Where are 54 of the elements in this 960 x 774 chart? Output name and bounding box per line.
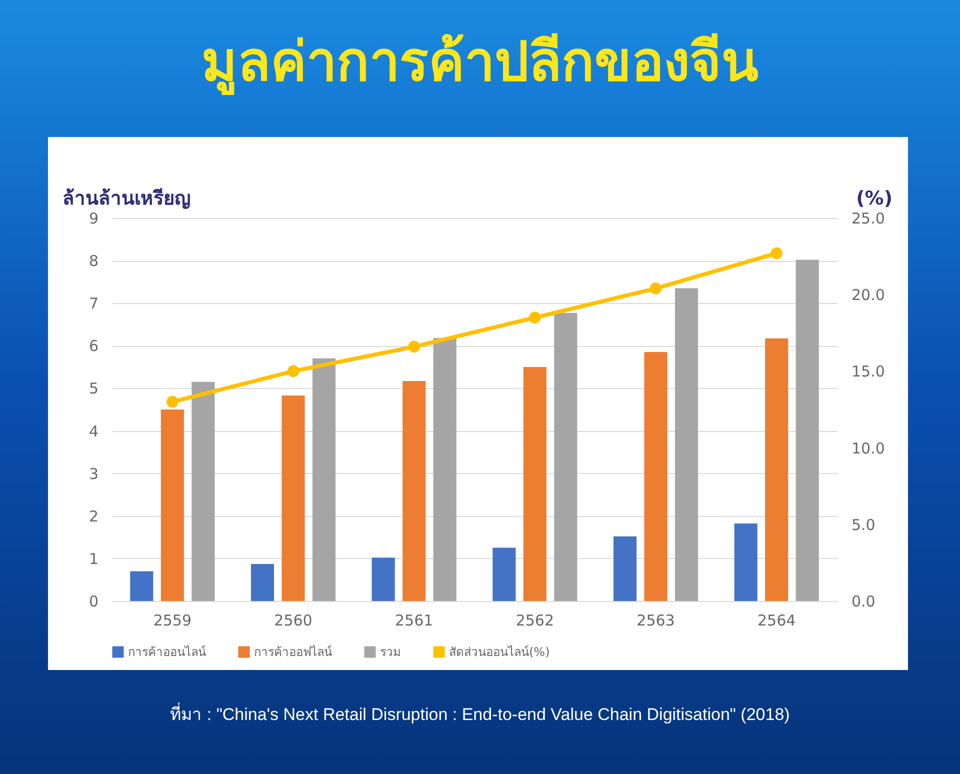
y-tick-label: 3 — [88, 464, 98, 483]
chart-title: มูลค่าการค้าปลีกของจีน — [200, 29, 760, 97]
legend-label: รวม — [380, 645, 401, 659]
bar — [130, 571, 154, 601]
y2-axis-title: (%) — [856, 188, 892, 210]
bar — [644, 352, 668, 601]
bar — [402, 380, 426, 601]
point — [408, 340, 420, 353]
y-axis-title: ล้านล้านเหรียญ — [62, 188, 190, 210]
x-tick-label: 2564 — [757, 612, 796, 630]
text: ที่มา : "China's Next Retail Disruption : End-to-end Value Chain Digitisation" (2018) — [169, 702, 791, 726]
y2-tick-label: 20.0 — [852, 286, 885, 304]
point — [166, 396, 178, 408]
bar — [674, 288, 698, 601]
bar — [312, 358, 336, 601]
y-tick-label: 7 — [88, 294, 98, 313]
point — [770, 247, 782, 260]
legend-label: การค้าออนไลน์ — [128, 645, 206, 659]
y-tick-label: 6 — [88, 337, 98, 356]
bar — [492, 548, 516, 601]
bar — [554, 312, 578, 601]
x-tick-label: 2561 — [394, 612, 434, 630]
y-tick-label: 5 — [88, 380, 98, 398]
legend-label: การค้าออฟไลน์ — [254, 645, 332, 659]
bar — [765, 338, 788, 601]
y2-tick-label: 5.0 — [852, 516, 876, 534]
y-tick-label: 9 — [88, 210, 98, 228]
y2-tick-label: 10.0 — [852, 439, 885, 458]
y-tick-label: 1 — [88, 550, 98, 568]
y-tick-label: 8 — [88, 252, 98, 270]
x-tick-label: 2563 — [636, 612, 675, 630]
y-tick-label: 2 — [88, 507, 98, 526]
bar — [160, 410, 184, 601]
bar — [372, 558, 395, 601]
point — [650, 282, 662, 294]
x-tick-label: 2562 — [516, 612, 554, 630]
legend-label: สัดส่วนออนไลน์(%) — [449, 645, 550, 659]
y2-tick-label: 15.0 — [852, 362, 885, 381]
bar — [796, 260, 819, 601]
point — [529, 312, 541, 324]
x-tick-label: 2559 — [153, 612, 192, 630]
bar — [192, 382, 215, 601]
bar — [250, 564, 274, 601]
bar — [433, 338, 456, 601]
y2-tick-label: 25.0 — [852, 210, 885, 228]
point — [287, 365, 300, 378]
bar — [734, 524, 758, 601]
y2-tick-label: 0.0 — [852, 592, 876, 610]
x-tick-label: 2560 — [274, 612, 312, 630]
bar — [523, 366, 546, 601]
y-tick-label: 0 — [88, 592, 98, 610]
bar — [282, 395, 305, 601]
bar — [613, 536, 637, 601]
y-tick-label: 4 — [88, 422, 98, 440]
